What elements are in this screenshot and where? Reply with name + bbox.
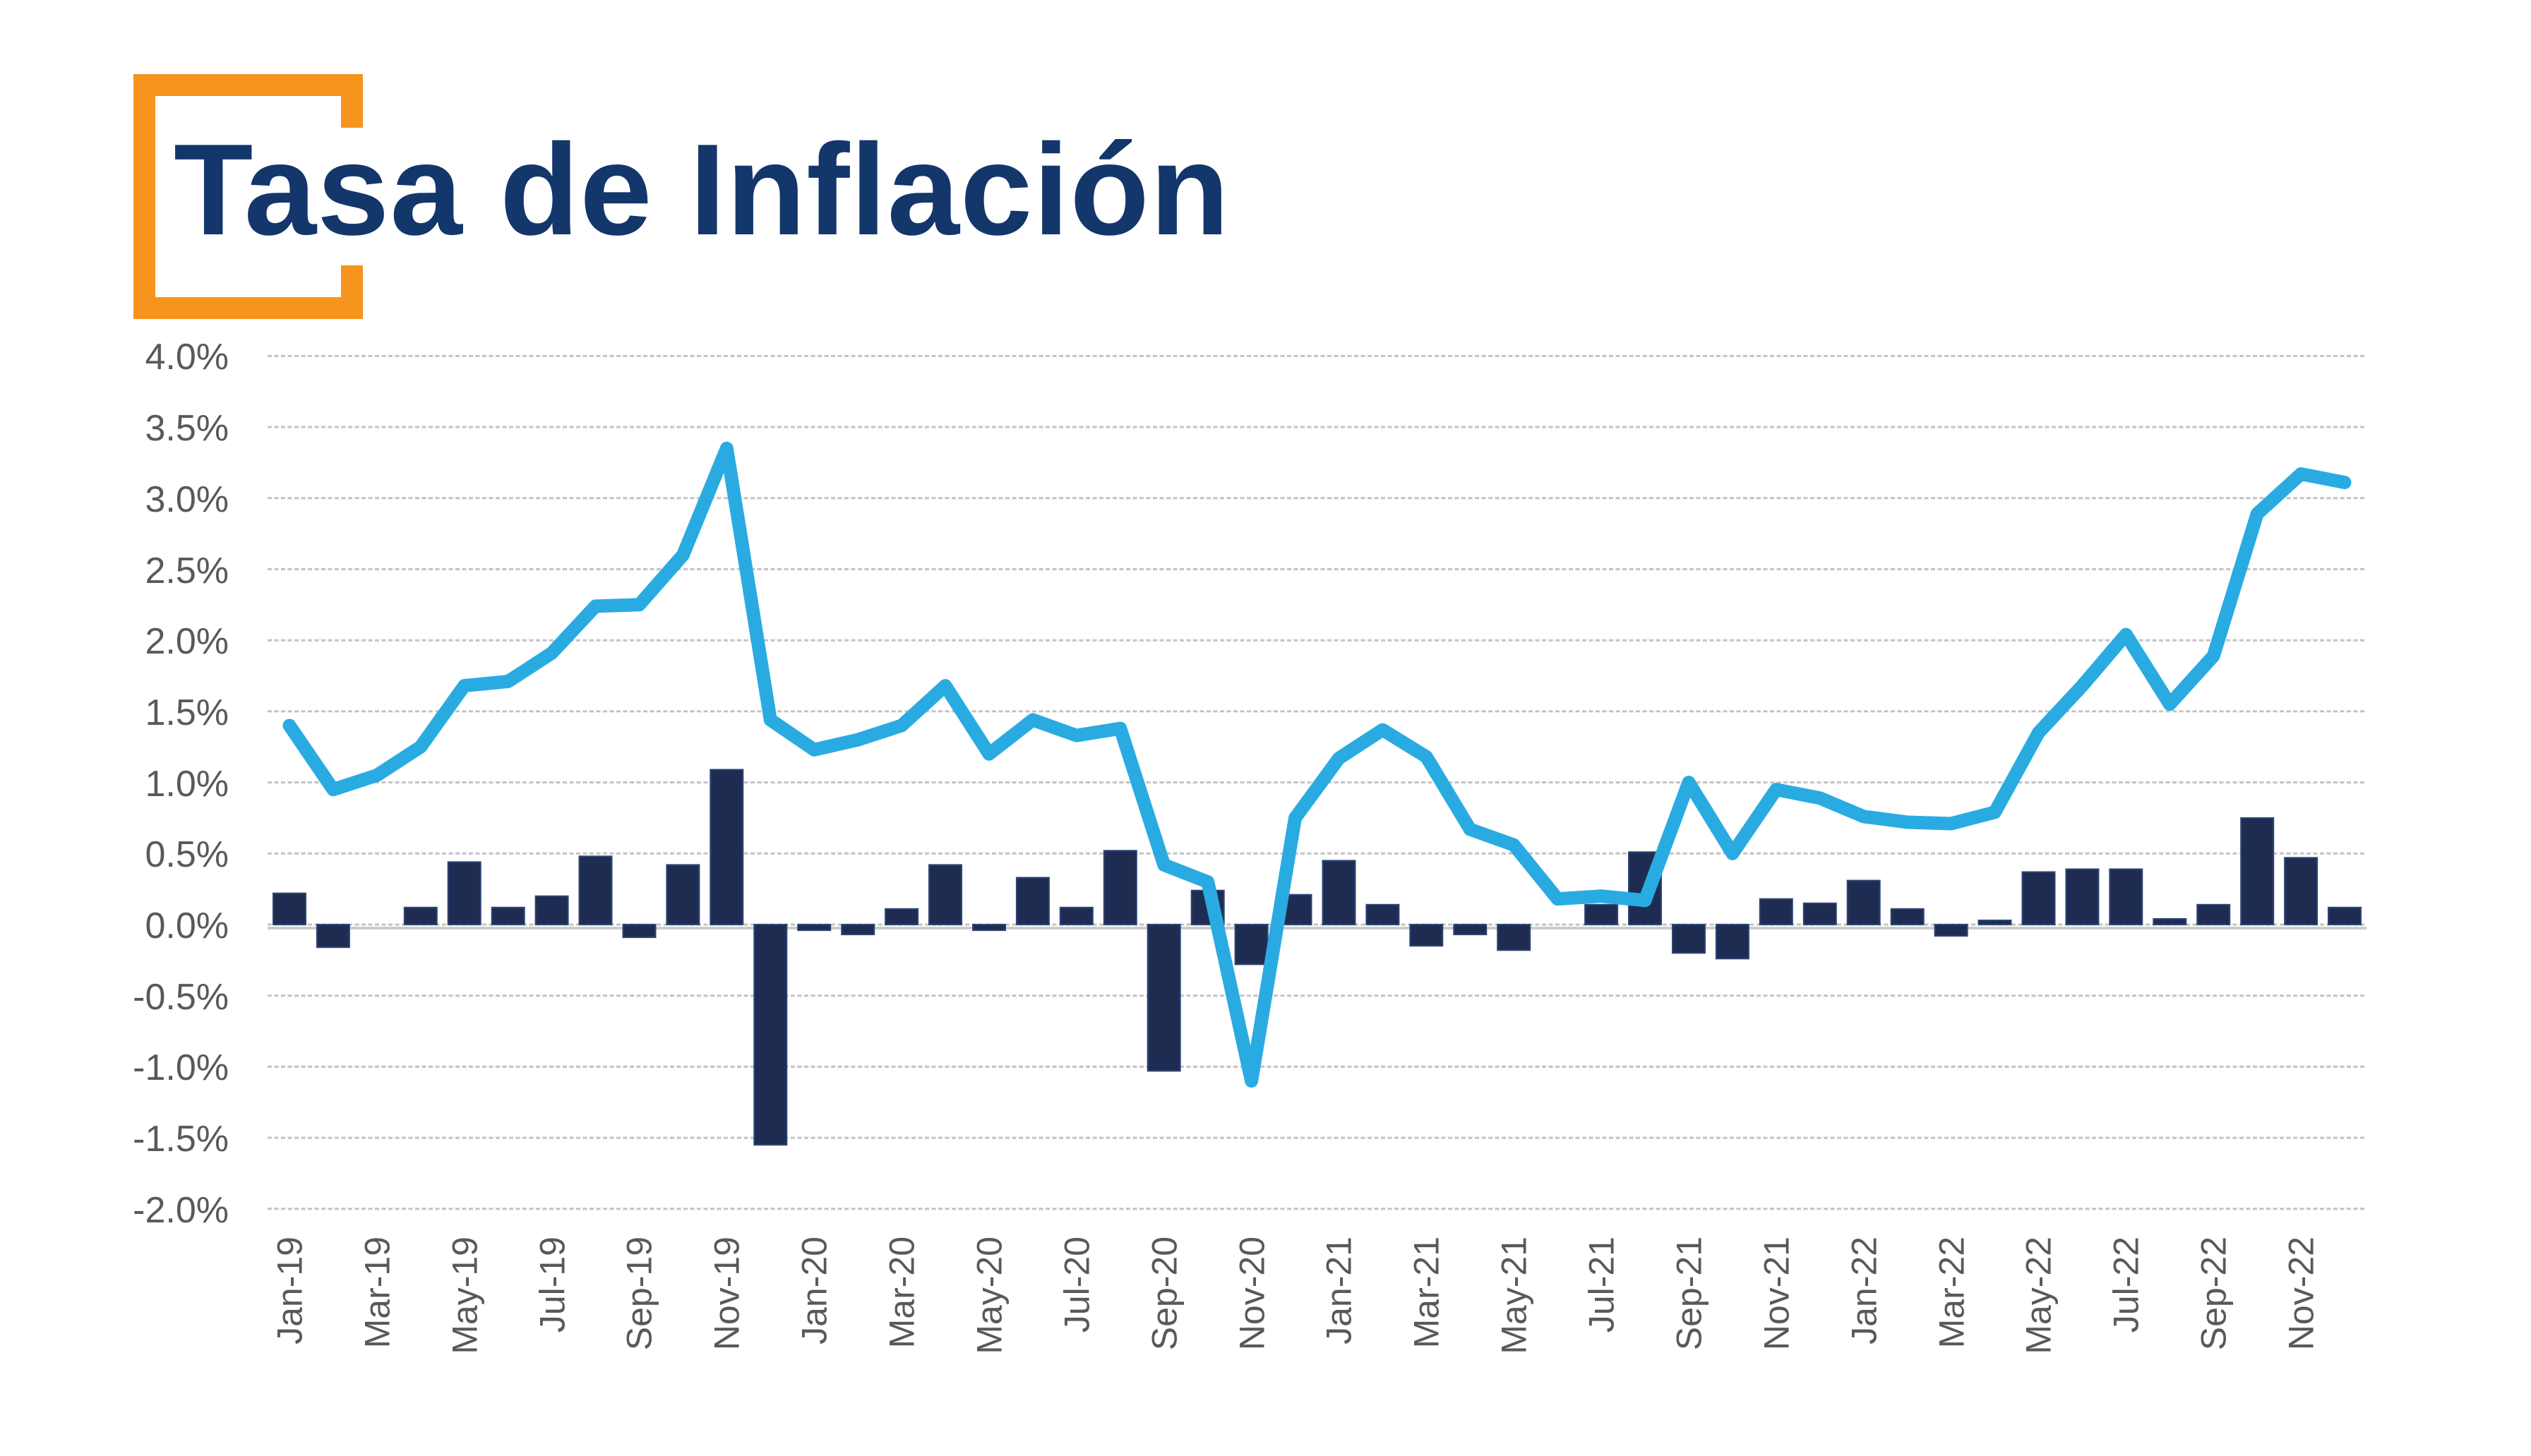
svg-text:0.5%: 0.5% [145, 834, 229, 875]
svg-text:Mar-19: Mar-19 [358, 1237, 397, 1348]
svg-text:-1.0%: -1.0% [133, 1047, 229, 1088]
svg-text:Sep-22: Sep-22 [2194, 1237, 2234, 1350]
svg-text:Jul-19: Jul-19 [533, 1237, 573, 1332]
svg-text:Jul-21: Jul-21 [1582, 1237, 1622, 1332]
svg-text:Sep-19: Sep-19 [620, 1237, 659, 1350]
svg-text:Tasa de Inflación: Tasa de Inflación [174, 116, 1230, 262]
svg-text:3.0%: 3.0% [145, 479, 229, 520]
svg-text:3.5%: 3.5% [145, 408, 229, 449]
svg-text:Sep-20: Sep-20 [1145, 1237, 1185, 1350]
svg-text:Mar-22: Mar-22 [1932, 1237, 1972, 1348]
svg-text:2.0%: 2.0% [145, 621, 229, 662]
svg-text:Mar-21: Mar-21 [1407, 1237, 1447, 1348]
svg-text:Jul-20: Jul-20 [1058, 1237, 1097, 1332]
svg-text:Nov-21: Nov-21 [1757, 1237, 1797, 1350]
svg-text:-2.0%: -2.0% [133, 1190, 229, 1231]
svg-text:1.0%: 1.0% [145, 764, 229, 805]
svg-text:Jan-21: Jan-21 [1320, 1237, 1359, 1344]
svg-text:Jan-20: Jan-20 [795, 1237, 834, 1344]
svg-text:Sep-21: Sep-21 [1670, 1237, 1709, 1350]
svg-text:Jan-22: Jan-22 [1845, 1237, 1884, 1344]
svg-text:May-20: May-20 [970, 1237, 1010, 1354]
svg-text:Nov-22: Nov-22 [2282, 1237, 2321, 1350]
svg-text:-0.5%: -0.5% [133, 977, 229, 1018]
svg-text:Nov-20: Nov-20 [1233, 1237, 1272, 1350]
svg-text:May-21: May-21 [1495, 1237, 1534, 1354]
svg-text:-1.5%: -1.5% [133, 1119, 229, 1160]
svg-text:0.0%: 0.0% [145, 906, 229, 946]
svg-text:Jan-19: Jan-19 [270, 1237, 310, 1344]
svg-text:Jul-22: Jul-22 [2107, 1237, 2146, 1332]
svg-text:May-22: May-22 [2019, 1237, 2059, 1354]
svg-text:Mar-20: Mar-20 [882, 1237, 922, 1348]
svg-text:4.0%: 4.0% [145, 337, 229, 378]
svg-text:2.5%: 2.5% [145, 550, 229, 591]
svg-text:1.5%: 1.5% [145, 692, 229, 733]
svg-text:Nov-19: Nov-19 [707, 1237, 747, 1350]
svg-text:May-19: May-19 [445, 1237, 485, 1354]
